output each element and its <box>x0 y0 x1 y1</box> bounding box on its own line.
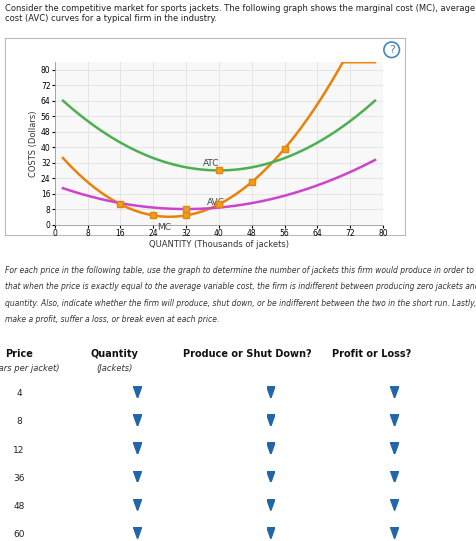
Text: 48: 48 <box>13 502 25 511</box>
Text: (Dollars per jacket): (Dollars per jacket) <box>0 364 60 373</box>
Text: 12: 12 <box>13 446 25 454</box>
Text: 4: 4 <box>16 390 22 398</box>
Text: 60: 60 <box>13 530 25 539</box>
Polygon shape <box>390 471 399 483</box>
Text: Consider the competitive market for sports jackets. The following graph shows th: Consider the competitive market for spor… <box>5 4 476 14</box>
Text: Produce or Shut Down?: Produce or Shut Down? <box>183 349 312 359</box>
Polygon shape <box>133 386 142 398</box>
Polygon shape <box>390 414 399 426</box>
Polygon shape <box>267 386 275 398</box>
Text: ATC: ATC <box>202 159 219 168</box>
Polygon shape <box>133 471 142 483</box>
Text: Price: Price <box>5 349 33 359</box>
Polygon shape <box>267 443 275 454</box>
Polygon shape <box>390 527 399 539</box>
Polygon shape <box>133 499 142 511</box>
Polygon shape <box>267 527 275 539</box>
Text: MC: MC <box>158 223 171 232</box>
Text: 36: 36 <box>13 474 25 483</box>
Polygon shape <box>390 386 399 398</box>
Polygon shape <box>133 443 142 454</box>
Polygon shape <box>267 414 275 426</box>
Polygon shape <box>390 499 399 511</box>
Text: Profit or Loss?: Profit or Loss? <box>332 349 411 359</box>
Text: ?: ? <box>389 45 395 55</box>
Polygon shape <box>267 499 275 511</box>
Y-axis label: COSTS (Dollars): COSTS (Dollars) <box>29 110 38 176</box>
Polygon shape <box>133 527 142 539</box>
Text: make a profit, suffer a loss, or break even at each price.: make a profit, suffer a loss, or break e… <box>5 315 219 324</box>
Text: For each price in the following table, use the graph to determine the number of : For each price in the following table, u… <box>5 266 476 275</box>
Text: quantity. Also, indicate whether the firm will produce, shut down, or be indiffe: quantity. Also, indicate whether the fir… <box>5 299 476 308</box>
Polygon shape <box>267 471 275 483</box>
Polygon shape <box>390 443 399 454</box>
Text: 8: 8 <box>16 418 22 426</box>
Text: cost (AVC) curves for a typical firm in the industry.: cost (AVC) curves for a typical firm in … <box>5 14 217 23</box>
Text: AVC: AVC <box>207 197 225 207</box>
Text: that when the price is exactly equal to the average variable cost, the firm is i: that when the price is exactly equal to … <box>5 282 476 292</box>
Text: Quantity: Quantity <box>90 349 138 359</box>
X-axis label: QUANTITY (Thousands of jackets): QUANTITY (Thousands of jackets) <box>149 240 289 249</box>
Text: (Jackets): (Jackets) <box>96 364 132 373</box>
Polygon shape <box>133 414 142 426</box>
